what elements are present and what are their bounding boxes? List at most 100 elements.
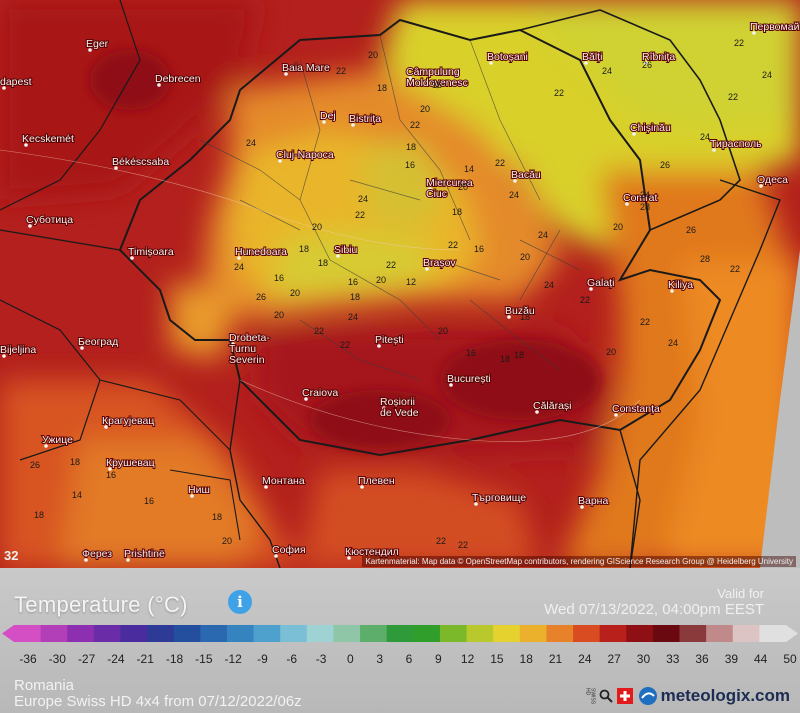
city-label[interactable]: Baia Mare — [281, 61, 331, 75]
temperature-value: 18 — [70, 457, 80, 467]
city-label[interactable]: Botoșani — [486, 50, 529, 64]
city-label[interactable]: Суботица — [25, 213, 74, 227]
scale-swatch — [759, 625, 787, 642]
city-label[interactable]: Bistrița — [348, 112, 382, 126]
city-dot — [237, 256, 241, 260]
city-label[interactable]: Търговище — [471, 491, 527, 505]
temperature-value: 22 — [336, 66, 346, 76]
scale-swatch — [386, 625, 414, 642]
city-label[interactable]: Плевен — [357, 474, 396, 488]
temperature-value: 16 — [144, 496, 154, 506]
city-label[interactable]: Eger — [85, 37, 110, 51]
city-label[interactable]: Dej — [319, 109, 337, 123]
city-label[interactable]: Тирасполь — [709, 137, 763, 151]
city-dot — [347, 556, 351, 560]
city-label[interactable]: Ниш — [187, 483, 211, 497]
city-dot — [712, 148, 716, 152]
info-icon[interactable]: i — [228, 590, 252, 614]
city-label[interactable]: Debrecen — [154, 72, 202, 86]
city-label[interactable]: Roșiorii de Vede — [379, 395, 420, 420]
city-dot — [2, 86, 6, 90]
scale-tick-label: 50 — [783, 652, 797, 666]
city-label[interactable]: Hunedoara — [234, 245, 288, 259]
city-label[interactable]: Galați — [586, 276, 615, 290]
scale-swatch — [439, 625, 468, 642]
city-label[interactable]: Sibiu — [333, 243, 359, 257]
temperature-value: 22 — [340, 340, 350, 350]
scale-swatch — [466, 625, 494, 642]
city-label[interactable]: Miercurea Ciuc — [425, 176, 474, 201]
temperature-value: 22 — [436, 536, 446, 546]
scale-swatch — [93, 625, 121, 642]
city-label[interactable]: București — [446, 372, 492, 386]
city-label[interactable]: Kecskemét — [21, 132, 75, 146]
temperature-value: 14 — [464, 164, 474, 174]
map-canvas[interactable]: Eger dapest Debrecen Kecskemét Békéscsaba Суб… — [0, 0, 800, 568]
city-label[interactable]: Békéscsaba — [111, 155, 170, 169]
temperature-value: 18 — [34, 510, 44, 520]
legend-title: Temperature (°C) — [14, 592, 188, 617]
city-label[interactable]: Кюстендил — [344, 545, 400, 559]
temperature-value: 24 — [640, 190, 650, 200]
city-label[interactable]: Kiliya — [667, 278, 694, 292]
scale-max-arrow — [786, 625, 798, 642]
city-label[interactable]: Крушевац — [105, 456, 156, 470]
city-dot — [336, 254, 340, 258]
city-label[interactable]: Cluj-Napoca — [275, 148, 335, 162]
temperature-value: 22 — [314, 326, 324, 336]
city-label[interactable]: Buzău — [504, 304, 536, 318]
city-label[interactable]: Drobeta-Turnu Severin — [228, 331, 271, 367]
temperature-value: 28 — [640, 202, 650, 212]
brand-name[interactable]: meteologix.com — [660, 686, 790, 705]
scale-tick-label: 27 — [607, 652, 621, 666]
temperature-value: 22 — [495, 158, 505, 168]
city-label[interactable]: dapest — [0, 75, 33, 89]
temperature-value: 16 — [348, 277, 358, 287]
city-label[interactable]: Craiova — [301, 386, 339, 400]
brand-bar[interactable]: SWISS HD meteologix.com — [585, 686, 790, 706]
city-label[interactable]: Ужице — [41, 433, 74, 447]
temperature-value: 20 — [274, 310, 284, 320]
city-label[interactable]: Ферез — [81, 547, 113, 561]
city-label[interactable]: Prishtinë — [123, 547, 166, 561]
scale-swatch — [360, 625, 388, 642]
city-label[interactable]: Одеса — [756, 173, 789, 187]
temperature-value: 20 — [368, 50, 378, 60]
city-dot — [589, 287, 593, 291]
city-label[interactable]: Brașov — [422, 256, 457, 270]
city-label[interactable]: Pitești — [374, 333, 405, 347]
scale-tick-label: -21 — [136, 652, 154, 666]
city-label[interactable]: Первомай — [749, 20, 800, 34]
temperature-value: 16 — [405, 160, 415, 170]
scale-ticks: -36 -30 -27 -24 -21 -18 -15 -12 -9 -6 -3 0 3 6 9 12 15 18… — [0, 652, 800, 668]
city-label[interactable]: Câmpulung Moldovenesc — [405, 65, 469, 90]
city-label[interactable]: Београд — [77, 335, 119, 349]
city-label[interactable]: Bălți — [581, 50, 603, 64]
scale-swatch — [120, 625, 148, 642]
city-label[interactable]: Крагујевац — [101, 414, 155, 428]
city-label[interactable]: Rîbnița — [641, 50, 676, 64]
city-dot — [489, 61, 493, 65]
city-dot — [2, 354, 6, 358]
temperature-map[interactable]: Eger dapest Debrecen Kecskemét Békéscsaba Суб… — [0, 0, 800, 568]
scale-tick-label: -30 — [48, 652, 66, 666]
city-label[interactable]: Timișoara — [127, 245, 175, 259]
temperature-value: 28 — [700, 254, 710, 264]
city-label[interactable]: Bijeljina — [0, 343, 37, 357]
borders — [0, 0, 781, 568]
city-label[interactable]: Chișinău — [629, 121, 672, 135]
temperature-value: 22 — [355, 210, 365, 220]
city-dot — [304, 397, 308, 401]
model-label: Europe Swiss HD 4x4 from 07/12/2022/06z — [14, 693, 302, 710]
city-label[interactable]: Bacău — [510, 168, 542, 182]
temperature-value: 16 — [474, 244, 484, 254]
city-label[interactable]: София — [271, 543, 307, 557]
city-dot — [360, 485, 364, 489]
city-label[interactable]: Монтана — [261, 474, 306, 488]
city-label[interactable]: Comrat — [622, 191, 659, 205]
city-label[interactable]: Călărași — [532, 399, 573, 413]
city-label[interactable]: Constanța — [611, 402, 661, 416]
city-label[interactable]: Варна — [577, 494, 609, 508]
temperature-value: 22 — [728, 92, 738, 102]
